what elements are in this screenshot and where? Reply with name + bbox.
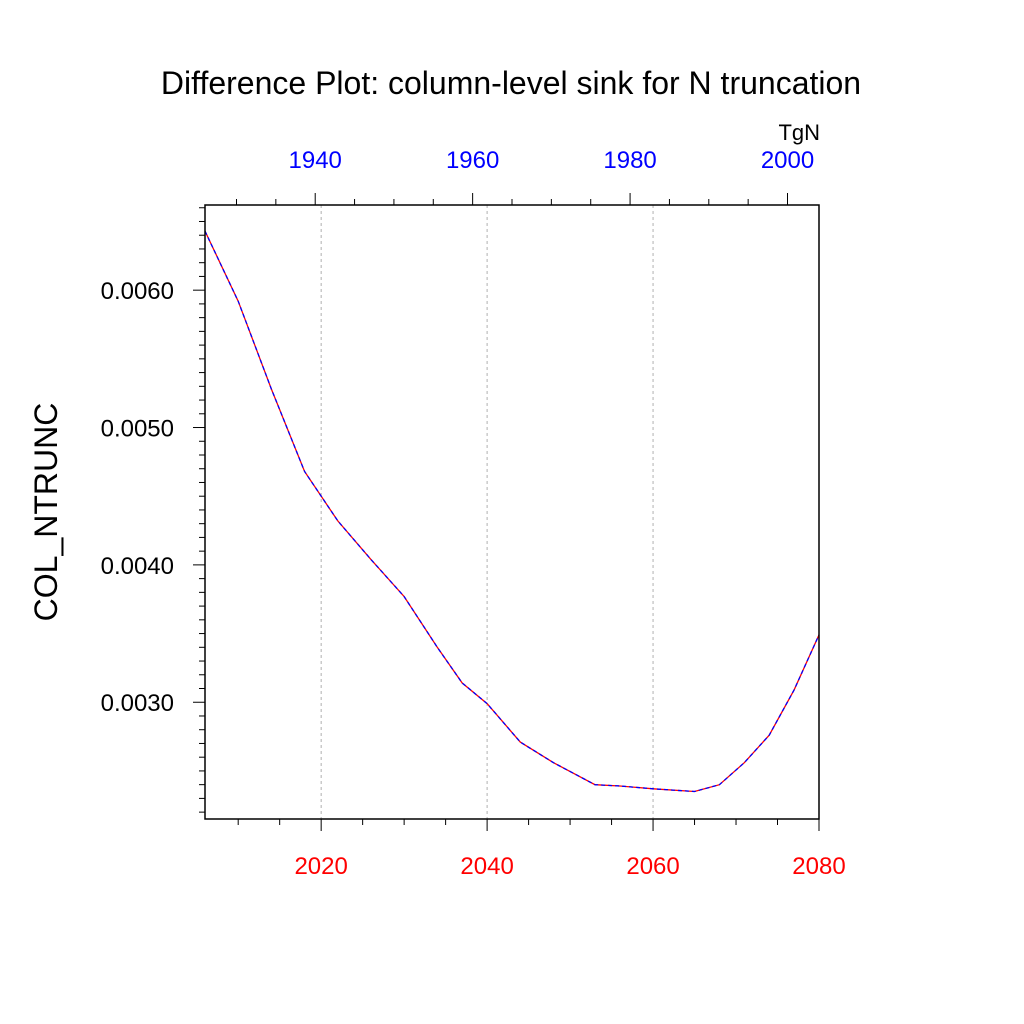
- plot-frame: [204, 204, 820, 820]
- axis-ticks: [193, 193, 820, 831]
- y-tick-label: 0.0030: [101, 690, 174, 717]
- grid-lines: [320, 205, 654, 819]
- y-tick-label: 0.0050: [101, 416, 174, 443]
- y-tick-label: 0.0060: [101, 278, 174, 305]
- x-top-tick-label: 2000: [761, 147, 814, 174]
- y-tick-label: 0.0040: [101, 553, 174, 580]
- units-label: TgN: [778, 120, 820, 145]
- tick-labels: 2020 2040 2060 2080 1940 1960 1980 2000 0.0030 0.…: [101, 147, 846, 880]
- series-line-blue: [204, 230, 820, 793]
- y-axis-label: COL_NTRUNC: [28, 403, 64, 622]
- x-top-tick-label: 1940: [289, 147, 342, 174]
- series-lines: [204, 230, 820, 793]
- chart-title: Difference Plot: column-level sink for N…: [161, 65, 861, 101]
- x-top-tick-label: 1960: [446, 147, 499, 174]
- x-bottom-tick-label: 2060: [626, 853, 679, 880]
- x-bottom-tick-label: 2080: [792, 853, 845, 880]
- x-top-tick-label: 1980: [603, 147, 656, 174]
- x-bottom-tick-label: 2040: [460, 853, 513, 880]
- series-line-red: [204, 230, 820, 793]
- x-bottom-tick-label: 2020: [294, 853, 347, 880]
